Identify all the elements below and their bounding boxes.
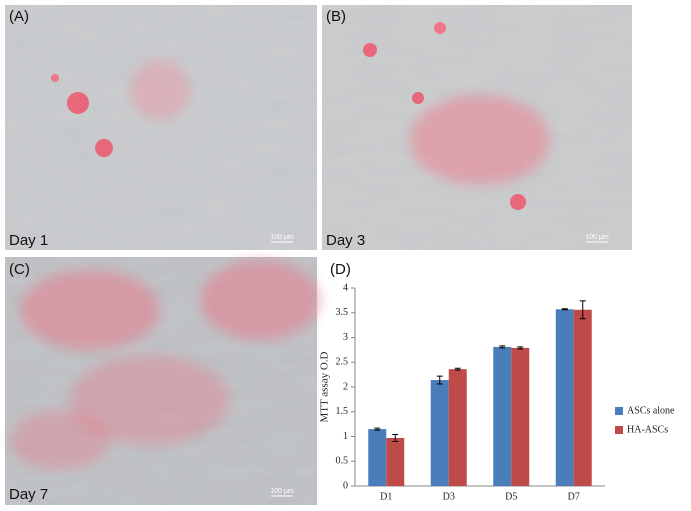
- y-axis-label: MTT assay O.D: [319, 351, 331, 422]
- legend-label: HA-ASCs: [627, 424, 668, 435]
- bar-chart: 0 0.5 1 1.5 2 2.5 3 3.5 4 MTT assay O.D D1 D3 D5 D7 AS…: [319, 282, 676, 502]
- panel-caption: Day 3: [326, 232, 365, 249]
- error-bar: [561, 308, 568, 311]
- y-tick-label: 4: [343, 282, 348, 293]
- x-tick-label: D5: [505, 491, 517, 502]
- legend-swatch: [615, 426, 623, 434]
- micrograph-c: [5, 257, 320, 505]
- panel-caption: Day 7: [9, 486, 48, 503]
- y-tick-label: 0: [343, 480, 348, 491]
- y-tick-label: 1.5: [336, 406, 349, 417]
- error-bar: [454, 367, 461, 371]
- error-bar: [499, 345, 506, 349]
- y-tick-label: 3: [343, 332, 348, 343]
- scale-label: 100 µm: [270, 488, 294, 495]
- y-tick-label: 2: [343, 381, 348, 392]
- error-bar: [436, 375, 443, 385]
- y-tick-label: 2.5: [336, 357, 349, 368]
- bar: [555, 309, 574, 486]
- bar: [448, 369, 467, 486]
- micrograph-a: [5, 5, 317, 250]
- bar: [493, 346, 512, 486]
- panel-label: (B): [326, 8, 346, 25]
- x-tick-label: D1: [380, 491, 392, 502]
- error-bar: [517, 346, 524, 350]
- micrograph-b: [322, 5, 632, 250]
- bar: [386, 437, 405, 486]
- bar: [511, 347, 530, 486]
- panel-label: (A): [9, 8, 29, 25]
- error-bar: [392, 434, 399, 442]
- scale-label: 100 µm: [270, 234, 294, 241]
- bar: [573, 309, 592, 486]
- error-bar: [374, 427, 381, 431]
- panel-caption: Day 1: [9, 232, 48, 249]
- x-tick-label: D7: [568, 491, 580, 502]
- y-tick-label: 3.5: [336, 307, 349, 318]
- y-tick-label: 1: [343, 431, 348, 442]
- scale-label: 100 µm: [585, 234, 609, 241]
- panel-label: (D): [330, 261, 351, 278]
- legend-swatch: [615, 407, 623, 415]
- error-bar: [579, 300, 586, 320]
- bar: [430, 380, 449, 486]
- legend-label: ASCs alone: [627, 405, 675, 416]
- y-tick-label: 0.5: [336, 456, 349, 467]
- x-tick-label: D3: [443, 491, 455, 502]
- panel-label: (C): [9, 261, 30, 278]
- bar: [368, 429, 387, 486]
